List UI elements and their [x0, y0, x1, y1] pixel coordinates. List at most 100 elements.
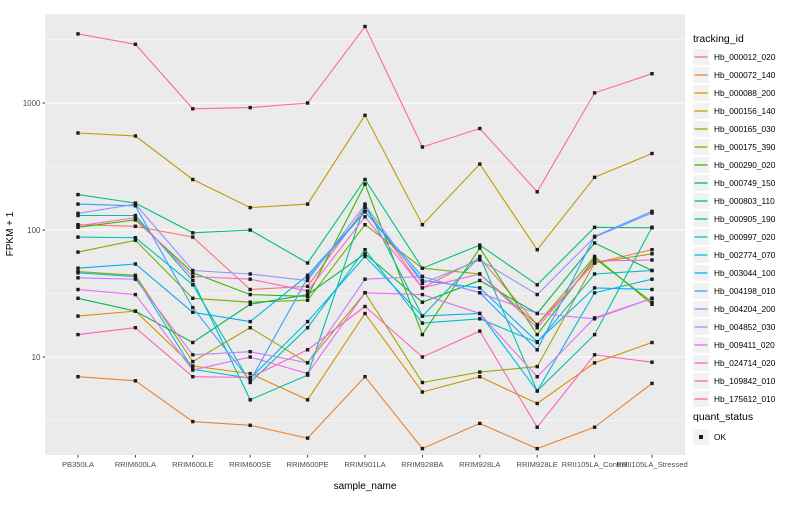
data-point-Hb_003044_100 — [650, 287, 654, 292]
data-point-Hb_000012_020 — [305, 284, 310, 288]
legend-label: Hb_002774_070 — [714, 250, 776, 260]
legend-label: Hb_000749_150 — [714, 178, 776, 188]
legend-label: Hb_175612_010 — [714, 394, 776, 404]
x-tick-label: RRIM928LA — [459, 460, 501, 469]
data-point-Hb_000156_140 — [535, 248, 539, 252]
data-point-Hb_004852_030 — [76, 276, 80, 280]
data-point-Hb_000290_020 — [248, 292, 252, 297]
data-point-Hb_109842_010 — [650, 360, 654, 364]
data-point-Hb_000905_190 — [133, 213, 138, 218]
data-point-Hb_000290_020 — [305, 294, 310, 299]
x-axis-title: sample_name — [334, 481, 397, 492]
legend-label: Hb_024714_020 — [714, 358, 776, 368]
data-point-Hb_000072_140 — [191, 419, 195, 424]
data-point-Hb_109842_010 — [363, 304, 367, 309]
legend-label: Hb_004852_030 — [714, 322, 776, 332]
data-point-Hb_024714_020 — [650, 258, 654, 262]
data-point-Hb_024714_020 — [592, 259, 597, 263]
data-point-Hb_004198_010 — [76, 202, 80, 206]
legend-label: Hb_000175_390 — [714, 142, 776, 152]
data-point-Hb_000072_140 — [592, 425, 597, 429]
x-tick-label: RRIM901LA — [344, 460, 386, 469]
data-point-Hb_003044_100 — [478, 286, 482, 290]
data-point-Hb_109842_010 — [248, 375, 252, 380]
data-point-Hb_024714_020 — [363, 215, 367, 219]
data-point-Hb_000156_140 — [420, 223, 425, 227]
data-point-Hb_000156_140 — [191, 177, 195, 182]
data-point-Hb_175612_010 — [478, 126, 482, 131]
data-point-Hb_000749_150 — [420, 300, 425, 304]
data-point-Hb_002774_070 — [133, 274, 138, 279]
data-point-Hb_024714_020 — [420, 286, 425, 290]
data-point-Hb_000749_150 — [363, 252, 367, 256]
legend-label: Hb_000072_140 — [714, 70, 776, 80]
data-point-Hb_000072_140 — [305, 436, 310, 440]
data-point-Hb_009411_020 — [363, 291, 367, 295]
data-point-Hb_004198_010 — [191, 305, 195, 310]
data-point-Hb_000290_020 — [478, 246, 482, 250]
data-point-Hb_004852_030 — [363, 277, 367, 281]
data-point-Hb_000749_150 — [248, 302, 252, 306]
data-point-Hb_000997_020 — [478, 317, 482, 321]
data-point-Hb_000072_140 — [478, 421, 482, 426]
data-point-Hb_000088_200 — [363, 311, 367, 316]
data-point-Hb_004204_200 — [305, 278, 310, 283]
data-point-Hb_000175_390 — [650, 302, 654, 306]
data-point-Hb_000012_020 — [191, 235, 195, 239]
data-point-Hb_000290_020 — [191, 271, 195, 275]
data-point-Hb_109842_010 — [420, 355, 425, 359]
data-point-Hb_000803_110 — [420, 266, 425, 270]
plot-panel — [45, 14, 685, 455]
data-point-Hb_000803_110 — [535, 283, 539, 287]
data-point-Hb_004198_010 — [133, 204, 138, 208]
data-point-Hb_000749_150 — [478, 278, 482, 283]
data-point-Hb_000072_140 — [76, 375, 80, 379]
data-point-Hb_000290_020 — [420, 332, 425, 337]
data-point-Hb_000072_140 — [363, 375, 367, 379]
data-point-Hb_000803_110 — [363, 177, 367, 182]
data-point-Hb_024714_020 — [478, 272, 482, 276]
x-tick-label: RRIM600PE — [286, 460, 328, 469]
legend-title-quant-status: quant_status — [693, 411, 753, 423]
data-point-Hb_004198_010 — [248, 379, 252, 383]
data-point-Hb_000088_200 — [76, 314, 80, 318]
data-point-Hb_000088_200 — [650, 340, 654, 345]
data-point-Hb_009411_020 — [592, 316, 597, 320]
data-point-Hb_000905_190 — [650, 225, 654, 229]
data-point-Hb_109842_010 — [535, 425, 539, 429]
legend-title-tracking-id: tracking_id — [693, 33, 744, 45]
data-point-Hb_000290_020 — [650, 300, 654, 304]
data-point-Hb_000803_110 — [191, 231, 195, 235]
legend-label: Hb_000803_110 — [714, 196, 775, 206]
x-tick-label: RRIM928BA — [401, 460, 444, 469]
data-point-Hb_009411_020 — [76, 287, 80, 292]
data-point-Hb_000803_110 — [478, 243, 482, 247]
data-point-Hb_003044_100 — [305, 273, 310, 277]
data-point-Hb_024714_020 — [133, 216, 138, 220]
data-point-Hb_000165_030 — [420, 380, 425, 385]
data-point-Hb_000072_140 — [650, 381, 654, 386]
data-point-Hb_000165_030 — [248, 326, 252, 330]
x-tick-label: PB350LA — [62, 460, 95, 469]
data-point-Hb_000175_390 — [248, 300, 252, 304]
data-point-Hb_000905_190 — [592, 332, 597, 337]
data-point-Hb_000088_200 — [305, 398, 310, 402]
data-point-Hb_000905_190 — [76, 213, 80, 218]
data-point-Hb_000997_020 — [76, 235, 80, 239]
data-point-Hb_004204_200 — [535, 292, 539, 297]
data-point-Hb_003044_100 — [133, 262, 138, 266]
data-point-Hb_000905_190 — [478, 254, 482, 259]
data-point-Hb_004852_030 — [191, 353, 195, 357]
data-point-Hb_009411_020 — [133, 292, 138, 297]
data-point-Hb_000997_020 — [420, 321, 425, 325]
data-point-Hb_002774_070 — [535, 389, 539, 393]
data-point-Hb_000165_030 — [650, 252, 654, 256]
data-point-Hb_002774_070 — [363, 254, 367, 259]
data-point-Hb_009411_020 — [248, 355, 252, 359]
x-tick-label: RRIM600LA — [115, 460, 157, 469]
data-point-Hb_000012_020 — [478, 256, 482, 260]
data-point-Hb_000803_110 — [305, 261, 310, 265]
y-axis-title: FPKM + 1 — [5, 211, 16, 256]
data-point-Hb_004198_010 — [305, 276, 310, 280]
data-point-Hb_003044_100 — [248, 319, 252, 324]
